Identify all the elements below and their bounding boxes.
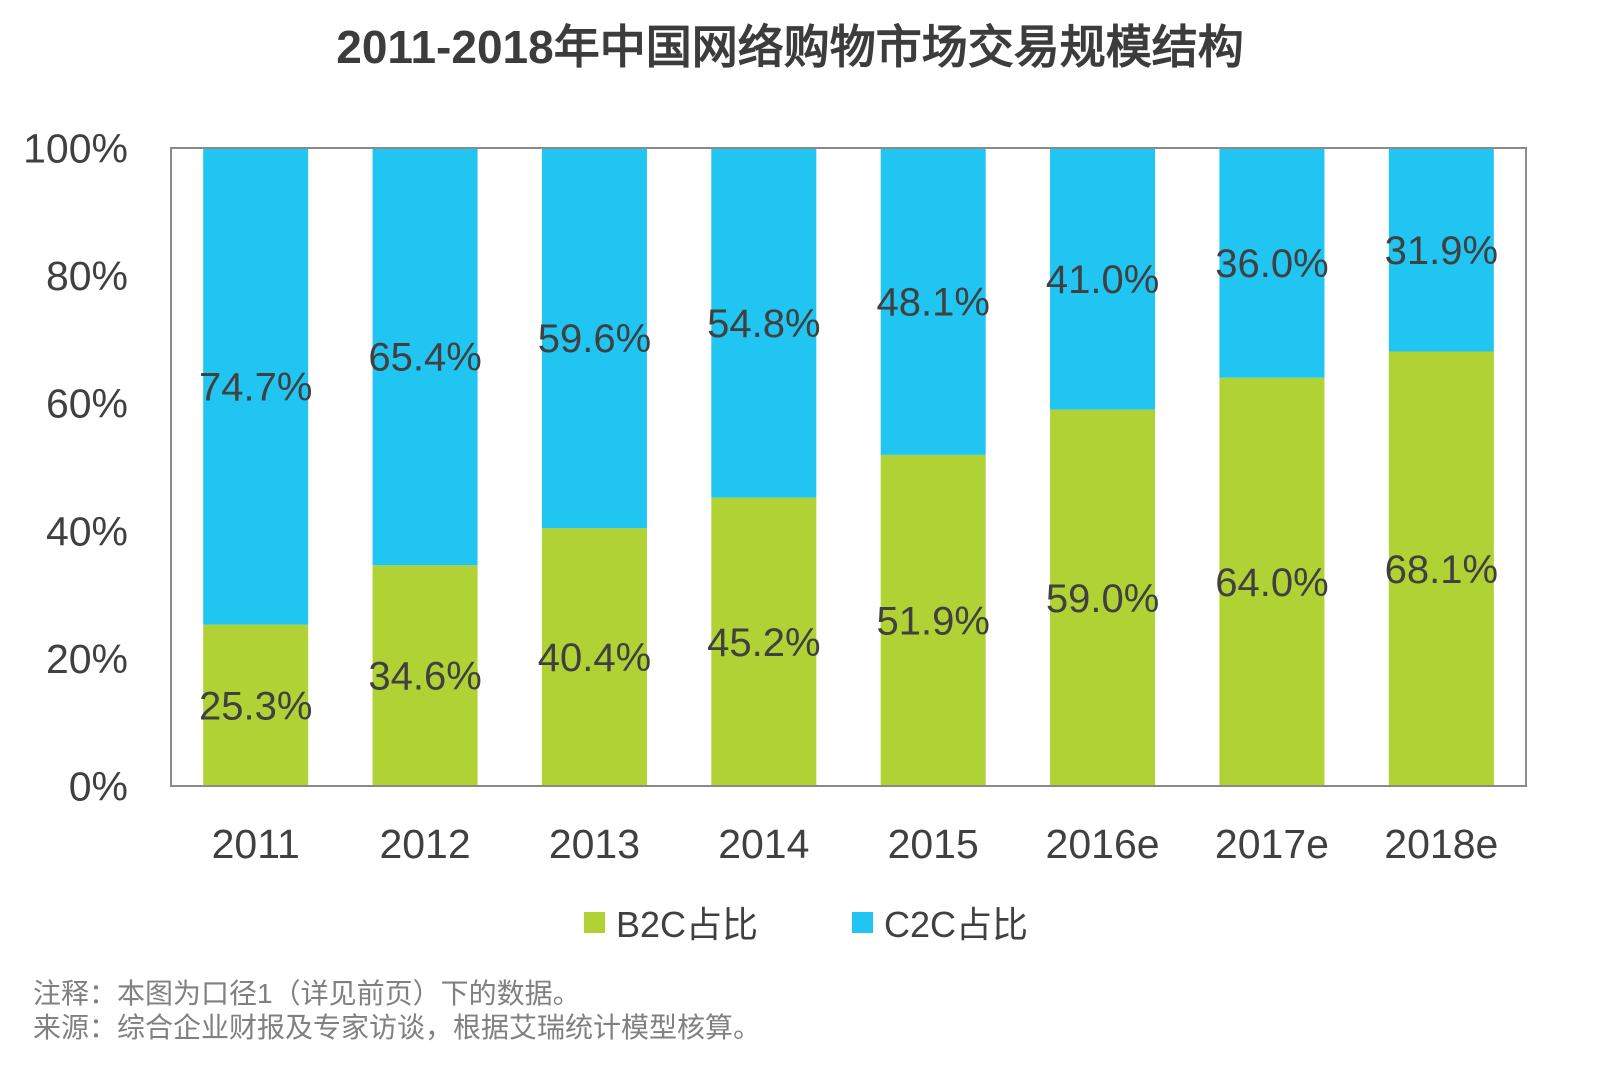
data-label-b2c-2017e: 64.0% [1215,561,1328,605]
bar-b2c-2016e [1050,409,1156,786]
bar-c2c-2011 [203,148,309,625]
x-tick-label-2014: 2014 [718,821,809,867]
bar-c2c-2016e [1050,148,1156,410]
data-label-c2c-2015: 48.1% [876,280,989,324]
x-tick-label-2016e: 2016e [1046,821,1160,867]
data-label-b2c-2016e: 59.0% [1046,577,1159,621]
y-axis: 0% 20% 40% 60% 80% 100% [23,126,128,810]
x-tick-label-2015: 2015 [888,821,979,867]
bar-b2c-2012 [372,565,478,786]
bar-b2c-2011 [203,624,309,786]
y-tick-label-80: 80% [46,253,128,299]
x-tick-label-2011: 2011 [212,821,300,867]
data-label-c2c-2014: 54.8% [707,302,820,346]
bar-c2c-2017e [1219,148,1325,378]
legend-swatch-c2c [852,912,873,933]
data-label-b2c-2012: 34.6% [368,655,481,699]
bar-c2c-2018e [1388,148,1494,352]
data-label-b2c-2014: 45.2% [707,621,820,665]
data-label-c2c-2016e: 41.0% [1046,258,1159,302]
y-tick-label-20: 20% [46,636,128,682]
bar-c2c-2013 [541,148,647,529]
bar-b2c-2018e [1388,351,1494,786]
bar-b2c-2015 [880,454,986,786]
data-label-c2c-2012: 65.4% [368,336,481,380]
plot-frame [170,147,1527,787]
data-label-b2c-2018e: 68.1% [1385,548,1498,592]
x-axis: 2011 2012 2013 2014 2015 2016e 2017e 2018e [212,821,1499,867]
x-tick-label-2018e: 2018e [1384,821,1498,867]
legend-label-b2c: B2C占比 [616,904,758,945]
data-labels: 25.3% 74.7% 34.6% 65.4% 40.4% 59.6% 45.2% 54.8%… [199,229,1498,729]
data-label-b2c-2015: 51.9% [876,599,989,643]
y-tick-label-60: 60% [46,381,128,427]
legend-label-c2c: C2C占比 [884,904,1028,945]
y-tick-label-100: 100% [23,126,128,172]
legend-swatch-b2c [584,912,605,933]
bar-b2c-2014 [711,497,817,786]
note-text: 注释：本图为口径1（详见前页）下的数据。 [33,978,581,1009]
x-tick-label-2013: 2013 [549,821,640,867]
bar-c2c-2012 [372,148,478,566]
data-label-c2c-2013: 59.6% [538,317,651,361]
bar-b2c-2013 [541,528,647,786]
source-text: 来源：综合企业财报及专家访谈，根据艾瑞统计模型核算。 [33,1012,761,1043]
chart-title: 2011-2018年中国网络购物市场交易规模结构 [336,21,1243,73]
data-label-c2c-2011: 74.7% [199,365,312,409]
bar-c2c-2014 [711,148,817,498]
legend: B2C占比 C2C占比 [584,904,1028,945]
data-label-b2c-2013: 40.4% [538,636,651,680]
data-label-b2c-2011: 25.3% [199,684,312,728]
data-label-c2c-2018e: 31.9% [1385,229,1498,273]
y-tick-label-0: 0% [69,764,128,810]
data-label-c2c-2017e: 36.0% [1215,242,1328,286]
bar-c2c-2015 [880,148,986,455]
y-tick-label-40: 40% [46,508,128,554]
x-tick-label-2017e: 2017e [1215,821,1329,867]
bar-b2c-2017e [1219,377,1325,786]
x-tick-label-2012: 2012 [379,821,470,867]
bars [203,148,1494,786]
